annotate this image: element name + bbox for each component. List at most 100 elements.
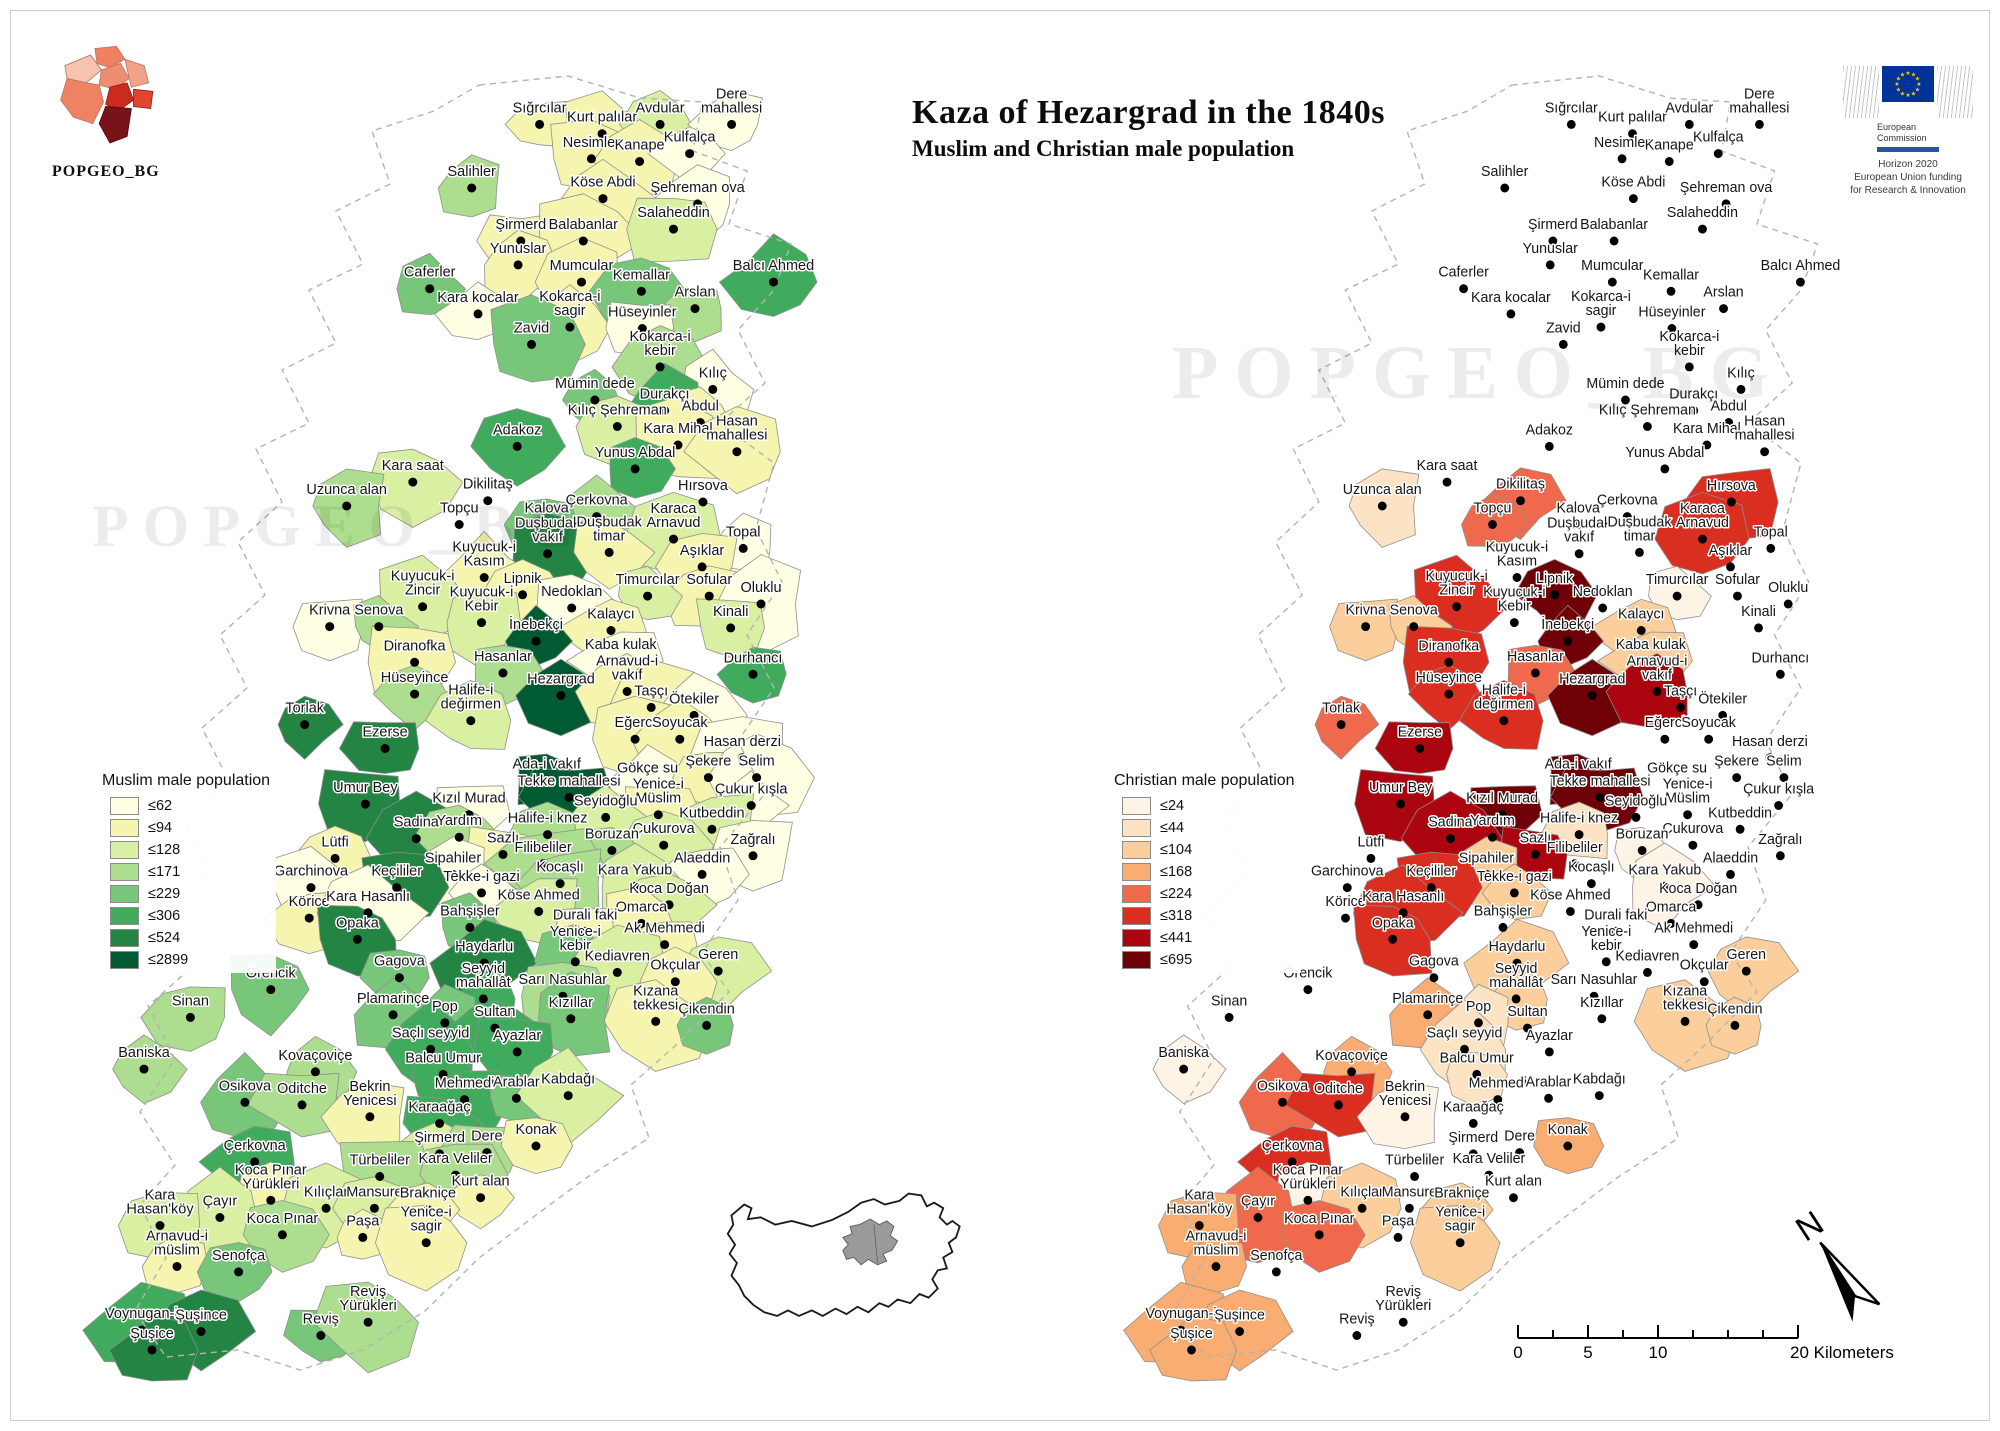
svg-text:Kulfalça: Kulfalça (664, 130, 717, 146)
north-arrow: N (1782, 1196, 1902, 1346)
legend-class-label: ≤695 (1160, 952, 1193, 968)
svg-text:Lütfi: Lütfi (1357, 834, 1384, 850)
svg-text:10: 10 (1649, 1343, 1668, 1362)
legend-class-label: ≤168 (1160, 864, 1193, 880)
svg-text:Lipnik: Lipnik (1536, 571, 1574, 587)
svg-text:Adakoz: Adakoz (493, 422, 541, 438)
eu-org-line2: Commission (1877, 133, 1927, 143)
svg-text:Caferler: Caferler (404, 265, 456, 281)
svg-text:Kovaçoviçe: Kovaçoviçe (1315, 1048, 1388, 1064)
svg-text:Mumcular: Mumcular (1581, 258, 1644, 274)
muslim-population-map: Sığrcılar Kurt palılar Avdular Dere mahalles… (77, 65, 970, 1390)
svg-text:Ada-i vakıf: Ada-i vakıf (1545, 756, 1612, 772)
legend-swatch (1122, 841, 1151, 859)
legend-swatch (1122, 951, 1151, 969)
svg-text:Durali faki: Durali faki (1584, 907, 1647, 923)
svg-text:Kara Veliler: Kara Veliler (1453, 1151, 1526, 1167)
legend-row: ≤695 (1122, 951, 1295, 969)
svg-text:★: ★ (1900, 72, 1905, 79)
svg-text:Şirmerd: Şirmerd (495, 217, 546, 233)
svg-text:Hırsova: Hırsova (678, 478, 729, 494)
legend-swatch (110, 951, 139, 969)
svg-text:Kızıl Murad: Kızıl Murad (1466, 791, 1538, 807)
svg-text:Şehreman ova: Şehreman ova (650, 180, 745, 196)
svg-text:Çerkovna: Çerkovna (224, 1138, 287, 1154)
svg-text:Durhancı: Durhancı (1752, 650, 1810, 666)
village-dots (136, 119, 778, 1355)
svg-text:Çerkovna: Çerkovna (1262, 1138, 1323, 1154)
svg-text:Kulfalça: Kulfalça (1693, 129, 1744, 145)
svg-text:Köse Abdi: Köse Abdi (1601, 174, 1665, 190)
svg-text:Brakniçe: Brakniçe (1434, 1185, 1489, 1201)
village-areas (82, 89, 818, 1382)
svg-text:Halife-i knez: Halife-i knez (508, 811, 588, 827)
svg-text:Türbeliler: Türbeliler (1385, 1152, 1444, 1168)
svg-text:Gagova: Gagova (1409, 954, 1459, 970)
svg-text:Paşa: Paşa (1382, 1213, 1414, 1229)
svg-text:Şuşice: Şuşice (130, 1326, 174, 1342)
region-inner-border (873, 1224, 878, 1263)
legend-swatch (1122, 819, 1151, 837)
svg-text:Koca Pınar: Koca Pınar (1284, 1211, 1354, 1227)
svg-text:Abdul: Abdul (682, 399, 719, 415)
svg-text:Dere: Dere (471, 1129, 502, 1145)
svg-text:Zavid: Zavid (514, 320, 549, 336)
svg-text:Reviş: Reviş (303, 1312, 339, 1328)
svg-text:Tekke mahallesi: Tekke mahallesi (1550, 773, 1651, 789)
svg-text:Konak: Konak (1548, 1122, 1589, 1138)
map-title-block: Kaza of Hezargrad in the 1840s Muslim an… (912, 94, 1472, 162)
svg-text:Hezargrad: Hezargrad (527, 672, 595, 688)
svg-text:Gökçe su: Gökçe su (1647, 760, 1707, 776)
svg-text:Keçililer: Keçililer (1406, 863, 1456, 879)
svg-text:Kara kocalar: Kara kocalar (437, 290, 519, 306)
svg-text:Eğerci: Eğerci (615, 715, 656, 731)
svg-text:Kılıç: Kılıç (699, 365, 727, 381)
svg-text:Ötekiler: Ötekiler (1698, 689, 1747, 707)
svg-text:Kurt palılar: Kurt palılar (1598, 110, 1667, 126)
svg-text:Karaağaç: Karaağaç (1443, 1099, 1504, 1115)
eu-logo-bar (1877, 147, 1939, 152)
svg-text:Diranofka: Diranofka (1418, 638, 1479, 654)
svg-text:Reviş: Reviş (1339, 1311, 1375, 1327)
svg-text:Hasan derzi: Hasan derzi (1732, 734, 1808, 750)
svg-text:Kabdağı: Kabdağı (541, 1072, 595, 1088)
svg-text:Çerkovna: Çerkovna (566, 493, 629, 509)
svg-text:Şekere: Şekere (1714, 753, 1759, 769)
legend-class-label: ≤24 (1160, 798, 1185, 814)
svg-text:Senofça: Senofça (1250, 1248, 1302, 1264)
svg-text:Mümin dede: Mümin dede (555, 376, 635, 392)
svg-text:Arablar: Arablar (493, 1074, 540, 1090)
svg-text:Uzunca alan: Uzunca alan (1343, 482, 1422, 498)
scale-bar: 0 5 10 20 Kilometers (1500, 1312, 1900, 1374)
svg-text:Mansure: Mansure (346, 1184, 402, 1200)
svg-text:Yardım: Yardım (1470, 813, 1515, 829)
svg-text:Timurcılar: Timurcılar (1646, 572, 1709, 588)
svg-text:Alaeddin: Alaeddin (1703, 850, 1758, 866)
svg-text:Kocaşlı: Kocaşlı (536, 860, 584, 876)
svg-text:Uzunca alan: Uzunca alan (306, 482, 387, 498)
svg-text:Kalaycı: Kalaycı (1618, 606, 1665, 622)
svg-text:Hüseyince: Hüseyince (381, 670, 449, 686)
svg-text:Hasanlar: Hasanlar (1507, 649, 1564, 665)
village-dots (1176, 119, 1805, 1355)
svg-text:Baniska: Baniska (1158, 1045, 1209, 1061)
svg-text:Okçular: Okçular (1680, 958, 1729, 974)
svg-text:Şirmerd: Şirmerd (414, 1130, 465, 1146)
svg-text:Sadina: Sadina (1428, 814, 1472, 830)
svg-text:Seyidoğlu: Seyidoğlu (1605, 793, 1667, 809)
svg-text:Kediavren: Kediavren (1615, 948, 1679, 964)
svg-text:Senofça: Senofça (212, 1248, 266, 1264)
svg-text:Brakniçe: Brakniçe (400, 1186, 456, 1202)
svg-text:Kara Veliler: Kara Veliler (419, 1151, 493, 1167)
svg-text:Kılıç Şehreman: Kılıç Şehreman (1599, 402, 1696, 418)
svg-text:Selim: Selim (738, 754, 774, 770)
svg-text:Köse Ahmed: Köse Ahmed (1530, 887, 1611, 903)
